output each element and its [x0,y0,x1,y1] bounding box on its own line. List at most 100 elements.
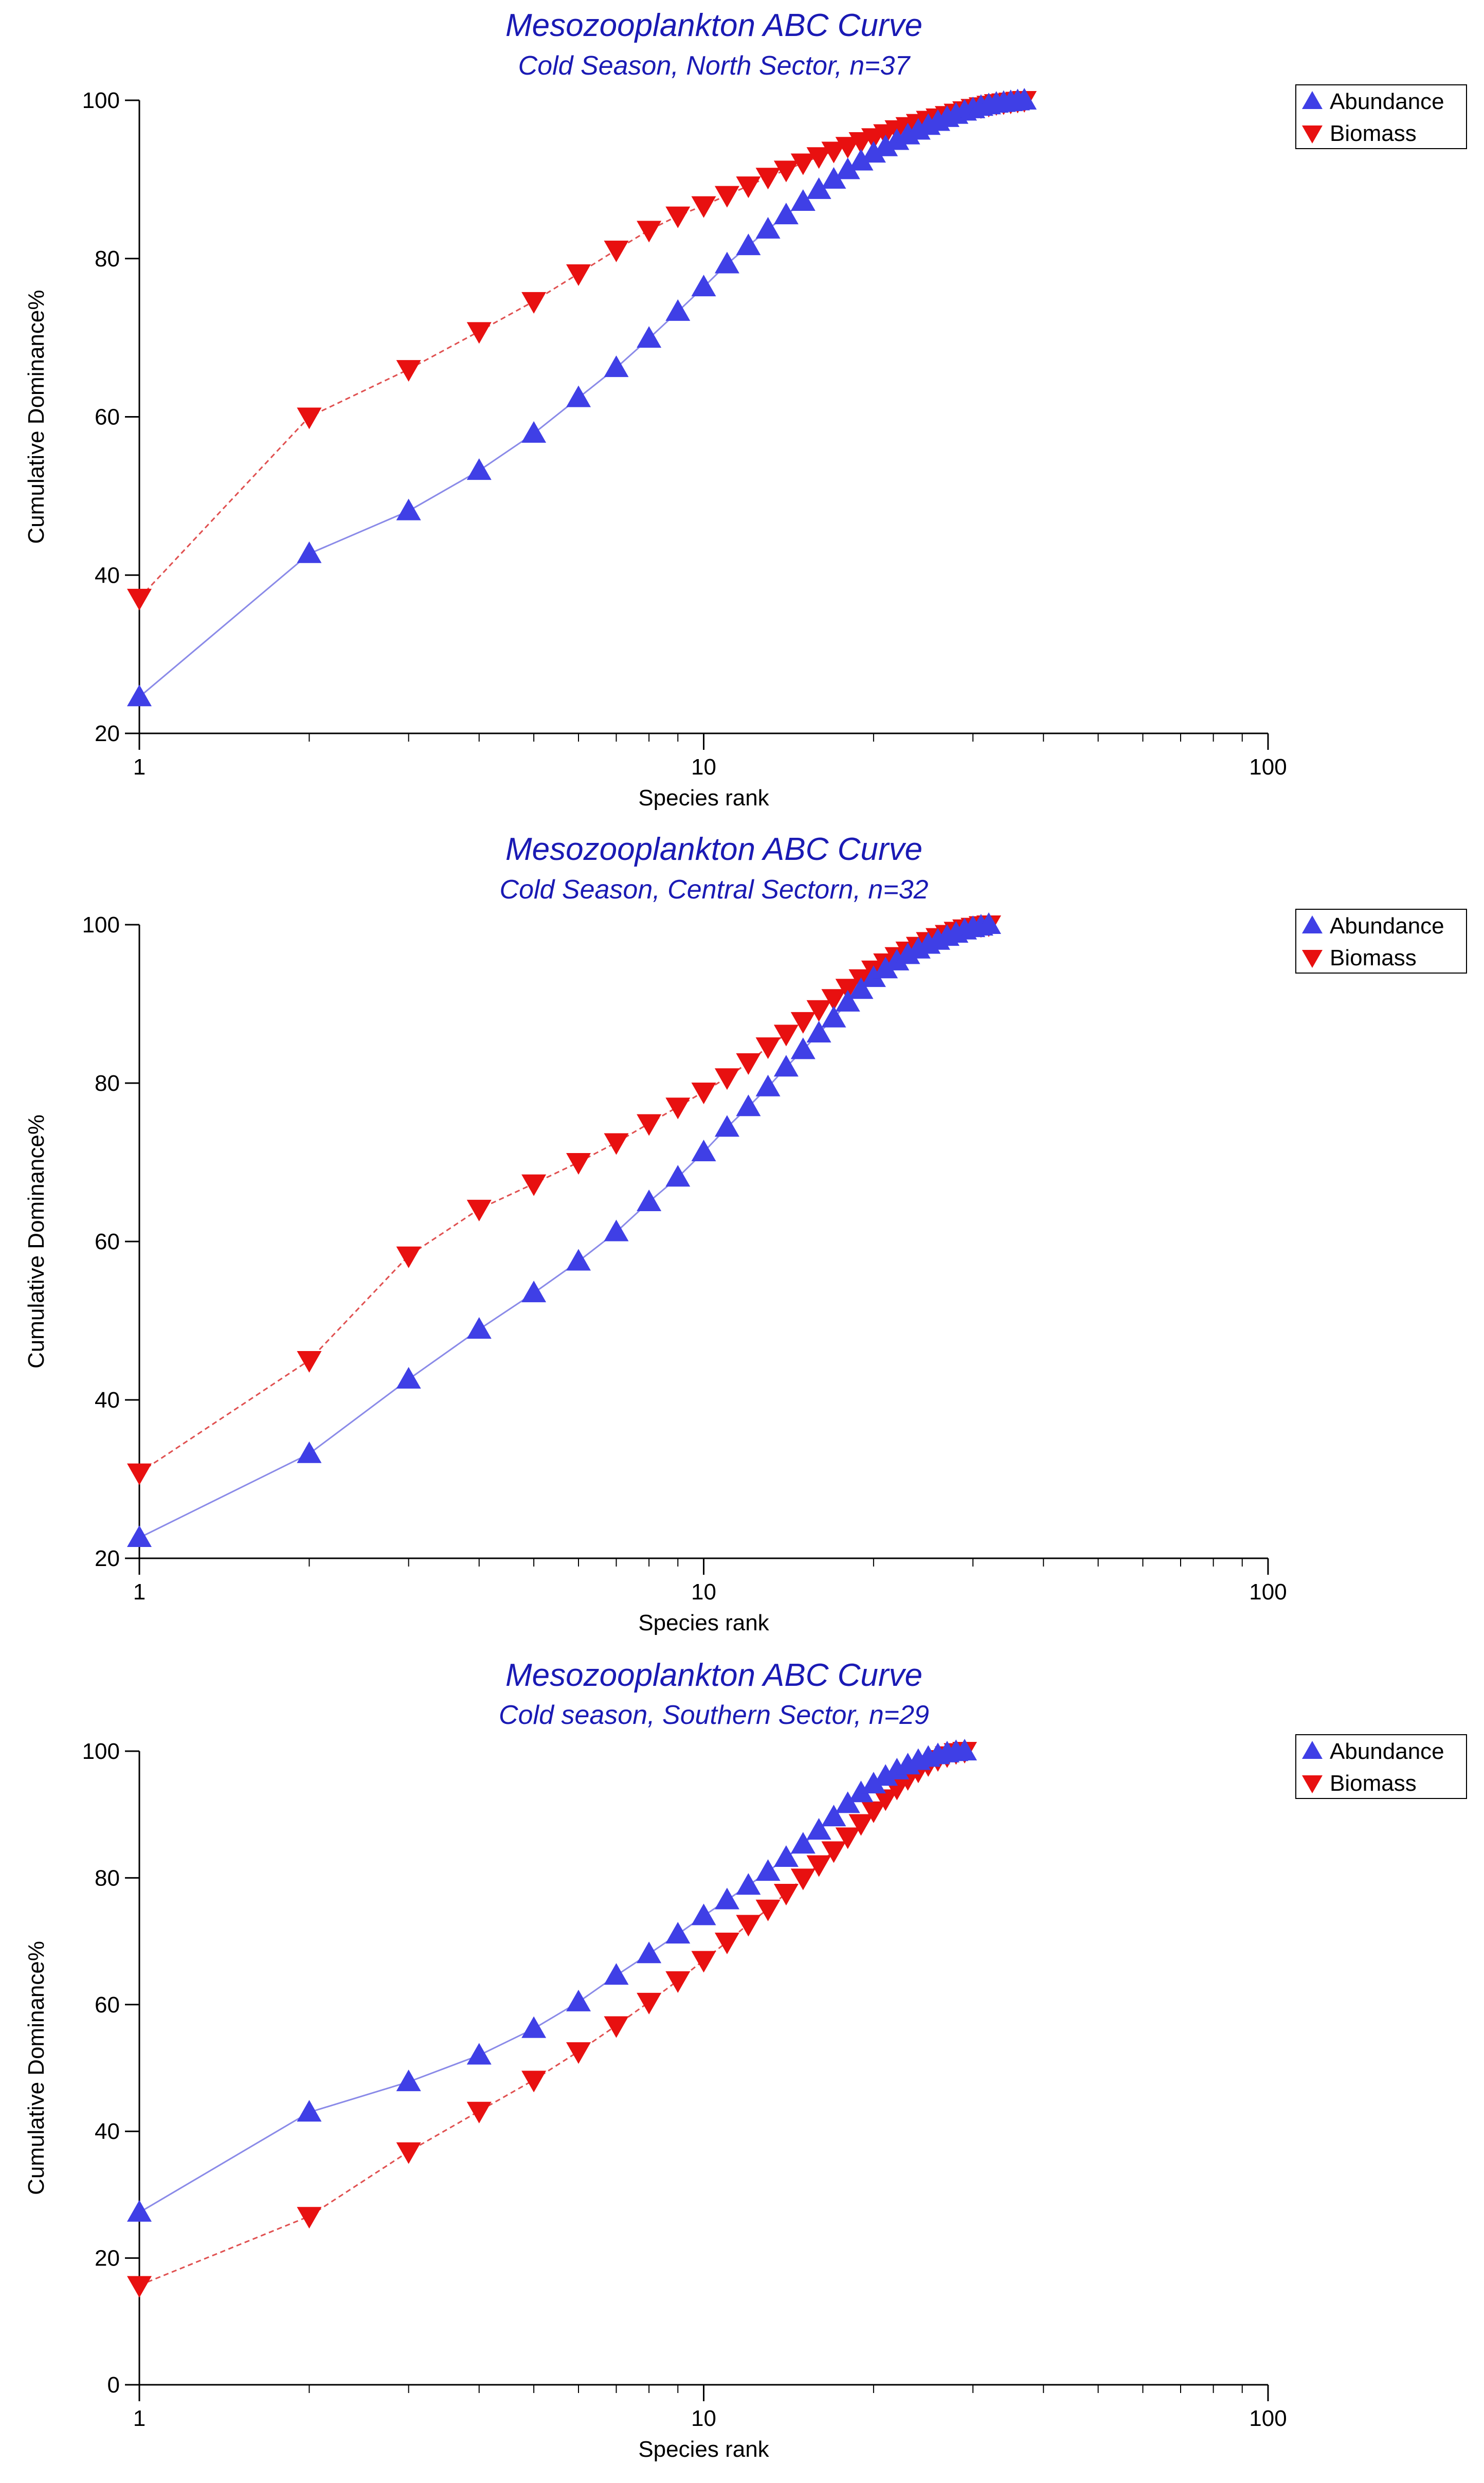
abundance-point [521,2016,547,2038]
biomass-point [773,1883,799,1905]
biomass-point [835,979,860,1001]
x-tick-label: 100 [1249,2406,1287,2431]
biomass-point [714,1932,739,1954]
abundance-point [637,1190,662,1211]
abundance-point [736,1094,761,1117]
biomass-point [396,360,421,382]
y-tick-label: 80 [95,1071,120,1096]
y-tick-label: 40 [95,1388,120,1413]
abundance-series-line [139,924,989,1539]
abundance-legend-marker [1302,91,1323,109]
abundance-point [736,1873,761,1895]
biomass-point [806,1855,831,1877]
abundance-point [884,948,910,970]
biomass-point [755,168,781,190]
chart-panel-1: Mesozooplankton ABC Curve Cold Season, No… [24,8,1467,811]
biomass-point [637,221,662,243]
abundance-point [835,157,860,179]
abundance-point [396,1366,421,1389]
abundance-point [665,1922,691,1944]
biomass-series-line [139,924,989,1473]
x-tick-label: 10 [691,754,716,780]
biomass-point [691,1082,716,1104]
legend-box [1295,909,1467,974]
abundance-point [821,1005,846,1028]
biomass-point [806,1000,831,1022]
y-tick-label: 40 [95,563,120,588]
biomass-point [790,153,816,175]
abundance-point [736,233,761,256]
abundance-point [297,541,322,563]
biomass-point [835,137,860,159]
biomass-point [773,1024,799,1047]
abundance-point [466,1317,492,1339]
biomass-legend-marker [1302,125,1323,143]
abundance-point [884,128,910,150]
abundance-point [665,299,691,321]
abundance-point [773,1845,799,1867]
biomass-point [127,2276,152,2298]
abundance-point [665,1165,691,1187]
biomass-point [521,292,547,314]
abundance-point [848,149,874,171]
y-tick-label: 80 [95,1865,120,1891]
abundance-point [637,1941,662,1964]
abundance-point [848,1780,874,1803]
y-tick-label: 40 [95,2119,120,2144]
biomass-point [521,2071,547,2093]
legend-box [1295,84,1467,149]
biomass-point [604,2016,629,2038]
abundance-point [976,912,1001,934]
abundance-point [604,1963,629,1985]
biomass-point [521,1174,547,1196]
abundance-point [821,167,846,189]
abundance-point [895,942,920,964]
biomass-point [604,1133,629,1155]
abundance-point [604,355,629,377]
biomass-point [637,1114,662,1136]
biomass-point [637,1992,662,2014]
legend-label: Biomass [1330,121,1417,146]
abundance-point [714,251,739,274]
abundance-point [873,957,898,979]
biomass-point [806,147,831,169]
abundance-point [806,177,831,199]
abundance-point [873,1764,898,1786]
x-axis-label: Species rank [638,2437,769,2462]
abundance-point [806,1818,831,1840]
biomass-point [396,1246,421,1268]
biomass-point [835,1827,860,1849]
biomass-point [604,240,629,262]
chart-subtitle: Cold season, Southern Sector, n=29 [499,1700,929,1730]
biomass-point [466,322,492,344]
biomass-point [665,1097,691,1120]
biomass-point [566,2042,591,2064]
biomass-point [691,196,716,218]
x-tick-label: 100 [1249,754,1287,780]
x-tick-label: 1 [133,2406,146,2431]
biomass-series-line [138,99,1025,599]
y-tick-label: 0 [107,2372,120,2398]
abundance-point [835,1791,860,1813]
biomass-point [736,176,761,199]
legend-label: Abundance [1330,913,1444,939]
abundance-point [466,458,492,480]
abundance-point [755,217,781,239]
biomass-point [566,264,591,286]
biomass-point [736,1915,761,1937]
x-tick-label: 10 [691,1579,716,1605]
y-axis-label: Cumulative Dominance% [24,1941,49,2195]
abundance-legend-marker [1302,1741,1323,1759]
abundance-point [773,203,799,225]
chart-subtitle: Cold Season, North Sector, n=37 [518,51,911,81]
abundance-point [127,1525,152,1547]
chart-panel-3: Mesozooplankton ABC Curve Cold season, So… [24,1658,1467,2462]
biomass-point [755,1899,781,1921]
biomass-point [773,160,799,183]
biomass-point [466,2101,492,2124]
x-axis-label: Species rank [638,785,769,811]
biomass-point [714,186,739,208]
y-tick-label: 100 [82,1739,120,1764]
abundance-point [790,1037,816,1059]
y-tick-label: 20 [95,1546,120,1571]
